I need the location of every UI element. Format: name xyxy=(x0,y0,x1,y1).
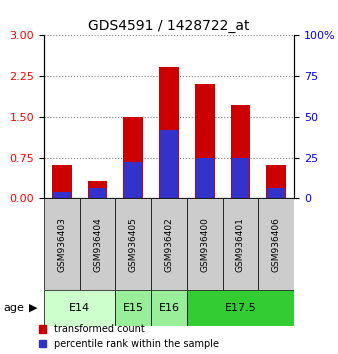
Bar xyxy=(44,290,115,326)
Bar xyxy=(160,130,178,198)
Bar xyxy=(151,198,187,290)
Text: E17.5: E17.5 xyxy=(224,303,256,313)
Bar xyxy=(187,198,223,290)
Text: GSM936406: GSM936406 xyxy=(272,217,281,272)
Bar xyxy=(115,198,151,290)
Bar xyxy=(53,192,71,198)
Text: E16: E16 xyxy=(159,303,179,313)
Text: E15: E15 xyxy=(123,303,144,313)
Bar xyxy=(44,198,80,290)
Bar xyxy=(187,290,294,326)
Legend: transformed count, percentile rank within the sample: transformed count, percentile rank withi… xyxy=(39,324,219,349)
Bar xyxy=(258,198,294,290)
Bar xyxy=(151,290,187,326)
Bar xyxy=(267,188,285,198)
Text: GSM936402: GSM936402 xyxy=(165,217,173,272)
Bar xyxy=(266,165,286,198)
Bar xyxy=(123,117,143,198)
Bar xyxy=(195,84,215,198)
Bar xyxy=(115,290,151,326)
Bar xyxy=(232,158,249,198)
Text: ▶: ▶ xyxy=(29,303,37,313)
Bar xyxy=(80,198,115,290)
Text: age: age xyxy=(3,303,24,313)
Bar xyxy=(196,158,214,198)
Text: GSM936405: GSM936405 xyxy=(129,217,138,272)
Bar xyxy=(124,162,142,198)
Bar xyxy=(52,165,72,198)
Title: GDS4591 / 1428722_at: GDS4591 / 1428722_at xyxy=(88,19,250,33)
Text: GSM936403: GSM936403 xyxy=(57,217,66,272)
Bar xyxy=(231,105,250,198)
Bar xyxy=(88,181,107,198)
Bar xyxy=(89,188,106,198)
Text: GSM936401: GSM936401 xyxy=(236,217,245,272)
Text: GSM936400: GSM936400 xyxy=(200,217,209,272)
Text: E14: E14 xyxy=(69,303,90,313)
Text: GSM936404: GSM936404 xyxy=(93,217,102,272)
Bar xyxy=(159,67,179,198)
Bar xyxy=(223,198,258,290)
